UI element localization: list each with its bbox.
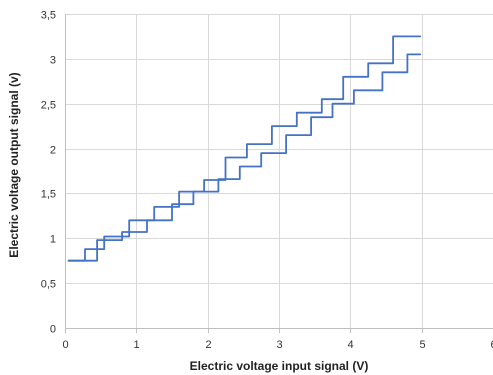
x-axis-title: Electric voltage input signal (V) [190,359,369,373]
y-tick-label: 0 [50,324,56,336]
y-tick-labels: 0 0,5 1 1,5 2 2,5 3 3,5 [41,10,56,336]
x-tick-label: 4 [347,339,353,351]
x-gridlines [136,14,423,328]
y-tick-label: 2 [50,145,56,157]
y-tick-label: 2,5 [41,100,56,112]
series-lines [67,35,422,262]
x-tick-label: 6 [490,339,493,351]
y-tick-label: 1 [50,234,56,246]
x-tick-label: 2 [205,339,211,351]
y-tick-label: 3,5 [41,10,56,22]
axes [65,14,493,333]
x-tick-label: 5 [419,339,425,351]
y-axis-title: Electric voltage output signal (v) [7,72,21,257]
x-tick-label: 0 [62,339,68,351]
x-tick-label: 3 [276,339,282,351]
x-tick-labels: 0 1 2 3 4 5 6 [62,339,493,351]
y-tick-label: 3 [50,55,56,67]
y-tick-label: 0,5 [41,279,56,291]
y-tick-label: 1,5 [41,189,56,201]
series-line-2 [67,35,422,262]
x-tick-label: 1 [133,339,139,351]
series-line-1 [67,53,422,262]
